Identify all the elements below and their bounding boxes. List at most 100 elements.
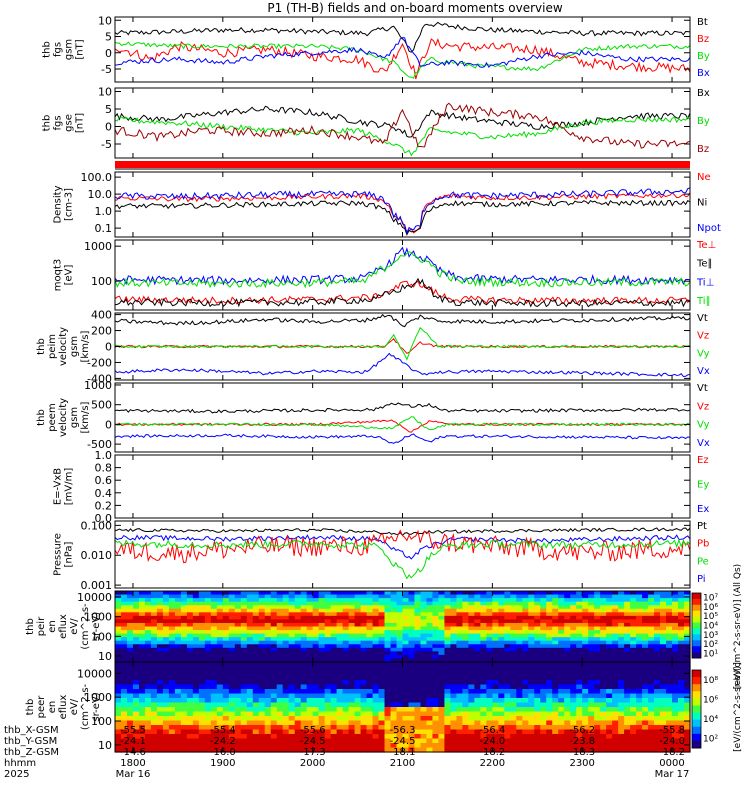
spectrogram-cell bbox=[258, 615, 266, 620]
spectrogram-cell bbox=[630, 689, 637, 695]
spectrogram-cell bbox=[264, 684, 272, 690]
spectrogram-cell bbox=[246, 608, 254, 613]
spectrogram-cell bbox=[115, 644, 122, 649]
spectrogram-cell bbox=[150, 666, 158, 672]
spectrogram-cell bbox=[600, 640, 607, 645]
spectrogram-cell bbox=[294, 598, 302, 603]
spectrogram-cell bbox=[396, 608, 404, 613]
spectrogram-cell bbox=[312, 608, 320, 613]
spectrogram-cell bbox=[432, 725, 440, 731]
legend-entry-Te∥: Te∥ bbox=[696, 259, 713, 270]
spectrogram-cell bbox=[168, 622, 176, 628]
spectrogram-cell bbox=[588, 666, 595, 672]
spectrogram-cell bbox=[264, 594, 272, 599]
spectrogram-cell bbox=[648, 743, 655, 749]
spectrogram-cell bbox=[342, 601, 350, 606]
spectrogram-cell bbox=[234, 707, 242, 713]
spectrogram-cell bbox=[426, 675, 434, 681]
spectrogram-cell bbox=[354, 707, 362, 713]
spectrogram-cell bbox=[198, 738, 206, 744]
spectrogram-cell bbox=[474, 654, 481, 660]
spectrogram-cell bbox=[378, 651, 386, 656]
z-gsm-value: -14.6 bbox=[120, 747, 146, 758]
spectrogram-cell bbox=[456, 707, 463, 713]
spectrogram-cell bbox=[318, 640, 326, 645]
spectrogram-cell bbox=[144, 716, 152, 722]
spectrogram-cell bbox=[528, 689, 535, 695]
spectrogram-cell bbox=[258, 647, 266, 652]
spectrogram-cell bbox=[192, 633, 200, 638]
spectrogram-cell bbox=[234, 716, 242, 722]
spectrogram-cell bbox=[594, 666, 601, 672]
spectrogram-cell bbox=[546, 608, 553, 613]
spectrogram-cell bbox=[498, 608, 505, 613]
spectrogram-cell bbox=[462, 702, 469, 708]
spectrogram-cell bbox=[576, 654, 583, 660]
spectrogram-cell bbox=[672, 689, 679, 695]
spectrogram-cell bbox=[606, 647, 613, 652]
spectrogram-cell bbox=[672, 637, 679, 642]
spectrogram-cell bbox=[630, 654, 637, 660]
spectrogram-cell bbox=[630, 615, 637, 620]
spectrogram-cell bbox=[240, 662, 248, 668]
spectrogram-cell bbox=[126, 608, 134, 613]
legend-entry-Bt: Bt bbox=[697, 17, 708, 28]
spectrogram-cell bbox=[450, 747, 458, 753]
spectrogram-cell bbox=[444, 633, 452, 638]
spectrogram-cell bbox=[222, 622, 230, 628]
spectrogram-cell bbox=[624, 633, 631, 638]
spectrogram-cell bbox=[294, 734, 302, 740]
spectrogram-cell bbox=[462, 647, 469, 652]
spectrogram-cell bbox=[558, 658, 565, 663]
spectrogram-cell bbox=[462, 725, 469, 731]
spectrogram-cell bbox=[174, 622, 182, 628]
spectrogram-cell bbox=[426, 738, 434, 744]
spectrogram-cell bbox=[672, 630, 679, 635]
spectrogram-cell bbox=[414, 720, 422, 726]
spectrogram-cell bbox=[612, 637, 619, 642]
spectrogram-cell bbox=[432, 598, 440, 603]
spectrogram-cell bbox=[582, 680, 589, 686]
spectrogram-cell bbox=[426, 601, 434, 606]
spectrogram-cell bbox=[390, 720, 398, 726]
y-tick-label: 10000 bbox=[77, 667, 112, 680]
spectrogram-cell bbox=[138, 651, 146, 656]
spectrogram-cell bbox=[234, 644, 242, 649]
spectrogram-cell bbox=[360, 591, 368, 596]
spectrogram-cell bbox=[306, 675, 314, 681]
spectrogram-cell bbox=[348, 675, 356, 681]
spectrogram-cell bbox=[546, 626, 553, 631]
spectrogram-cell bbox=[396, 725, 404, 731]
spectrogram-cell bbox=[642, 591, 649, 596]
spectrogram-cell bbox=[240, 698, 248, 704]
spectrogram-cell bbox=[540, 640, 547, 645]
spectrogram-cell bbox=[564, 698, 571, 704]
spectrogram-cell bbox=[654, 662, 661, 668]
spectrogram-cell bbox=[180, 622, 188, 628]
y-axis-label: E=-VxB bbox=[53, 468, 64, 505]
spectrogram-cell bbox=[390, 591, 398, 596]
spectrogram-cell bbox=[234, 591, 242, 596]
spectrogram-cell bbox=[258, 608, 266, 613]
spectrogram-cell bbox=[534, 615, 541, 620]
spectrogram-cell bbox=[366, 734, 374, 740]
spectrogram-cell bbox=[240, 666, 248, 672]
y-tick-label: 10000 bbox=[77, 591, 112, 604]
spectrogram-cell bbox=[468, 612, 475, 617]
spectrogram-cell bbox=[558, 675, 565, 681]
spectrogram-cell bbox=[426, 637, 434, 642]
spectrogram-cell bbox=[402, 654, 410, 660]
spectrogram-cell bbox=[348, 608, 356, 613]
spectrogram-cell bbox=[618, 622, 625, 628]
spectrogram-cell bbox=[684, 598, 691, 603]
spectrogram-cell bbox=[132, 711, 140, 717]
y-axis-label: thb bbox=[36, 409, 47, 426]
spectrogram-cell bbox=[402, 725, 410, 731]
spectrogram-cell bbox=[354, 693, 362, 699]
spectrogram-cell bbox=[180, 630, 188, 635]
spectrogram-cell bbox=[228, 644, 236, 649]
spectrogram-cell bbox=[168, 720, 176, 726]
spectrogram-cell bbox=[522, 591, 529, 596]
spectrogram-cell bbox=[198, 711, 206, 717]
spectrogram-cell bbox=[234, 647, 242, 652]
